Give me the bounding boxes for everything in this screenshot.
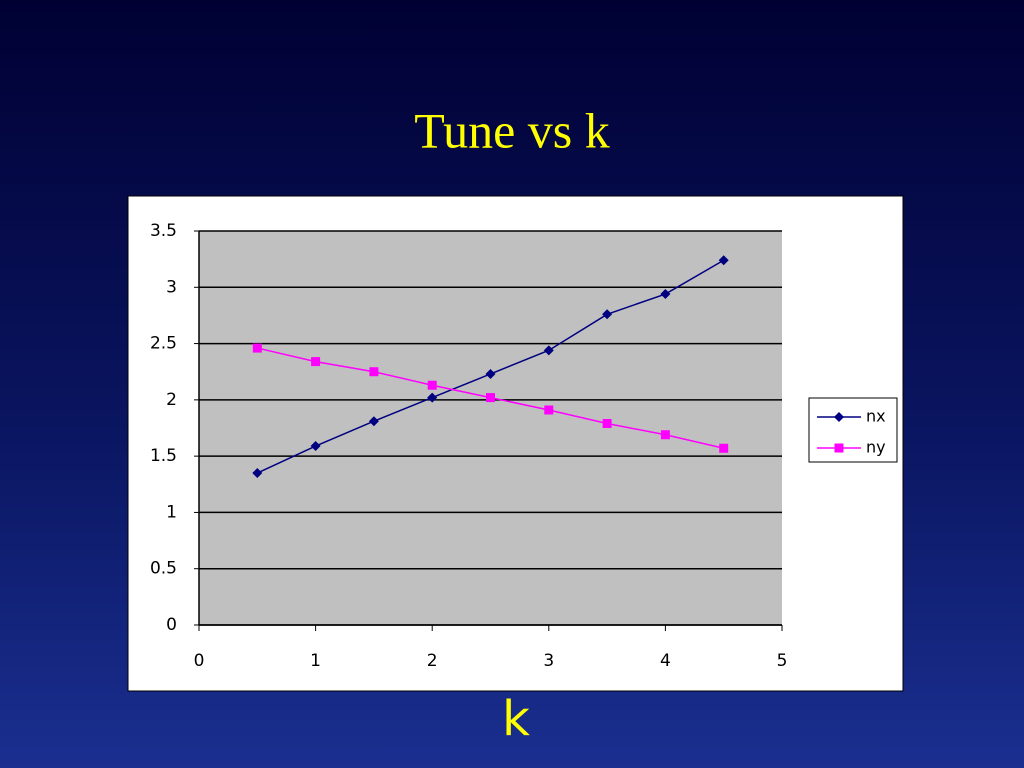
legend-box <box>808 397 898 463</box>
legend-label: nx <box>866 407 886 426</box>
y-tick-label: 0.5 <box>150 559 177 579</box>
data-point <box>369 367 379 377</box>
data-point <box>311 357 321 367</box>
x-tick-label: 1 <box>310 651 321 671</box>
y-tick-label: 2.5 <box>150 334 177 354</box>
data-point <box>602 418 612 428</box>
plot-area <box>199 231 782 625</box>
x-tick-label: 5 <box>777 651 788 671</box>
data-point <box>427 392 438 403</box>
x-tick-label: 4 <box>660 651 671 671</box>
x-tick-label: 2 <box>427 651 438 671</box>
legend-swatch-marker <box>834 443 844 453</box>
data-point <box>310 441 321 452</box>
y-tick-label: 2 <box>166 390 177 410</box>
legend-swatch-marker <box>834 412 844 422</box>
data-point <box>660 289 671 300</box>
data-point <box>660 430 670 440</box>
y-tick-label: 1.5 <box>150 446 177 466</box>
data-point <box>719 443 729 453</box>
data-point <box>544 405 554 415</box>
y-tick-label: 1 <box>166 502 177 522</box>
data-point <box>427 380 437 390</box>
data-point <box>252 343 262 353</box>
x-tick-label: 3 <box>543 651 554 671</box>
x-tick-label: 0 <box>194 651 205 671</box>
y-tick-label: 3.5 <box>150 221 177 241</box>
y-tick-label: 0 <box>166 615 177 635</box>
legend-label: ny <box>866 438 886 457</box>
data-point <box>252 468 263 479</box>
data-point <box>543 345 554 356</box>
data-point <box>485 368 496 379</box>
chart-title: Tune vs k <box>414 102 609 158</box>
data-point <box>718 255 729 266</box>
data-point <box>368 416 379 427</box>
x-axis-label: k <box>502 691 530 747</box>
data-point <box>602 309 613 320</box>
y-tick-label: 3 <box>166 277 177 297</box>
data-point <box>486 393 495 403</box>
